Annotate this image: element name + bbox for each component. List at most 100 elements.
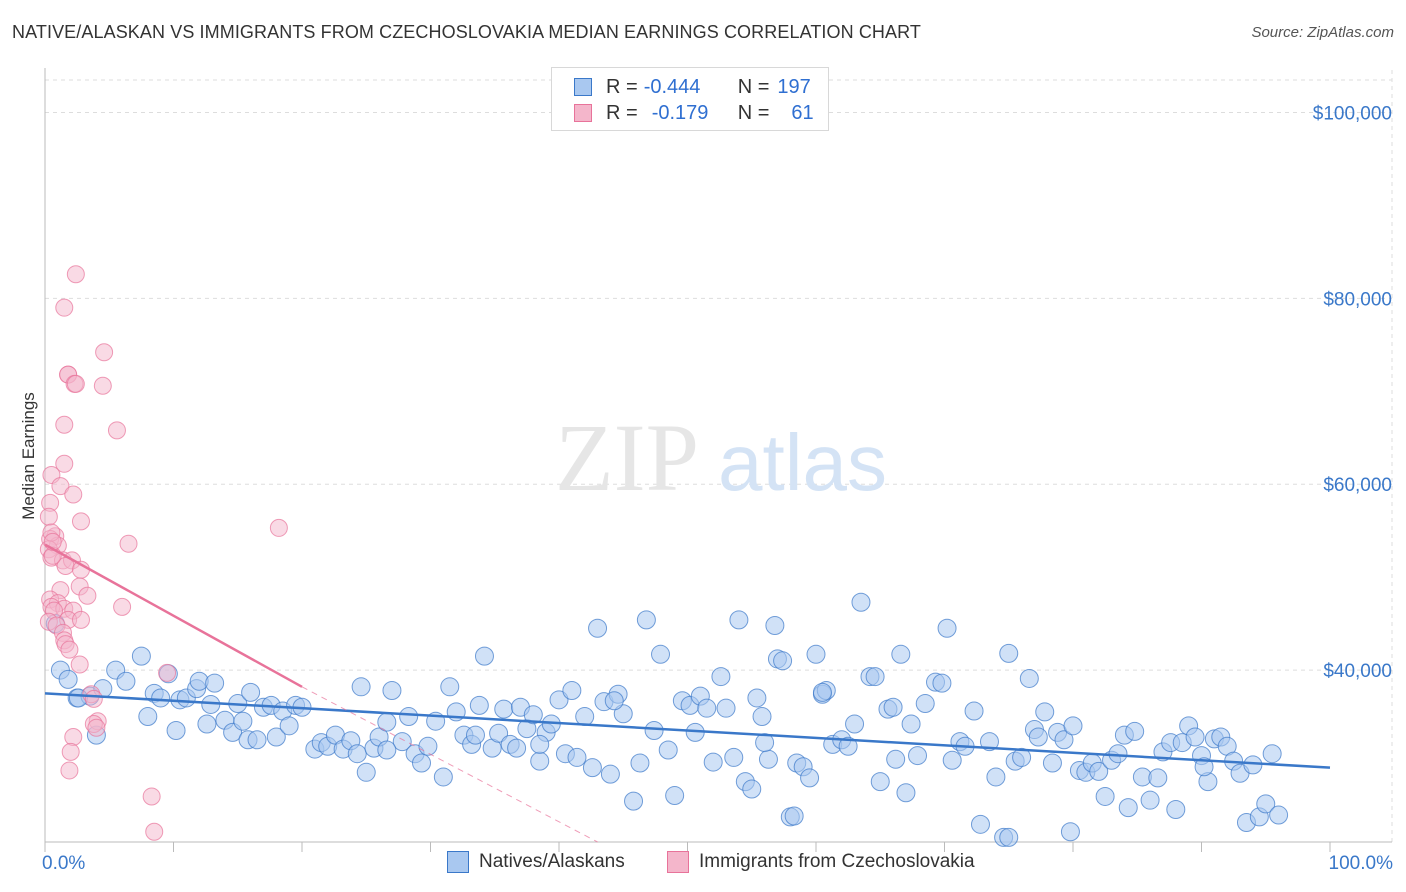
- native-point: [1269, 805, 1289, 825]
- native-point: [116, 671, 136, 691]
- czech-point: [113, 597, 132, 616]
- native-point: [356, 762, 376, 782]
- czech-point: [95, 343, 114, 362]
- y-tick-label: $60,000: [1323, 475, 1392, 496]
- czech-point: [64, 485, 83, 504]
- bottom-legend-czech: Immigrants from Czechoslovakia: [667, 851, 975, 873]
- native-point: [205, 673, 225, 693]
- native-point: [247, 730, 267, 750]
- native-point: [412, 753, 432, 773]
- native-point: [812, 682, 832, 702]
- native-point: [347, 744, 367, 764]
- legend-n-label: N =: [737, 75, 770, 98]
- bottom-legend-swatch-natives: [447, 851, 469, 873]
- native-point: [624, 791, 644, 811]
- native-point: [1028, 727, 1048, 747]
- watermark: ZIP atlas: [555, 404, 887, 511]
- native-point: [644, 720, 664, 740]
- native-point: [901, 714, 921, 734]
- x-tick-label-min: 0.0%: [42, 853, 85, 874]
- native-point: [382, 681, 402, 701]
- native-point: [1060, 822, 1080, 842]
- czech-point: [55, 415, 74, 434]
- czech-point: [158, 663, 177, 682]
- native-point: [870, 772, 890, 792]
- legend-n-label: N =: [737, 101, 770, 124]
- legend: R = -0.444 N = 197 R = -0.179 N = 61: [551, 67, 829, 131]
- native-point: [1118, 798, 1138, 818]
- native-point: [838, 736, 858, 756]
- native-point: [399, 707, 419, 727]
- native-point: [724, 747, 744, 767]
- native-point: [773, 651, 793, 671]
- native-point: [1054, 730, 1074, 750]
- legend-row-czech: R = -0.179 N = 61: [574, 101, 814, 125]
- native-point: [729, 610, 749, 630]
- czech-point: [78, 586, 97, 605]
- watermark-atlas: atlas: [718, 418, 887, 507]
- native-point: [932, 673, 952, 693]
- native-point: [1089, 761, 1109, 781]
- native-point: [999, 827, 1019, 847]
- native-point: [747, 688, 767, 708]
- native-point: [166, 720, 186, 740]
- native-point: [392, 732, 412, 752]
- native-point: [197, 714, 217, 734]
- czech-trend-line: [44, 543, 303, 688]
- native-point: [1166, 799, 1186, 819]
- czech-point: [142, 787, 161, 806]
- native-point: [469, 695, 489, 715]
- czech-point: [60, 761, 79, 780]
- native-point: [1256, 794, 1276, 814]
- czech-point: [70, 655, 89, 674]
- native-point: [758, 749, 778, 769]
- native-point: [915, 694, 935, 714]
- legend-n-value: 61: [791, 101, 814, 124]
- legend-swatch-czech: [574, 104, 592, 122]
- native-point: [418, 736, 438, 756]
- chart-source: Source: ZipAtlas.com: [1251, 24, 1394, 41]
- czech-point: [66, 265, 85, 284]
- native-point: [845, 714, 865, 734]
- native-point: [489, 723, 509, 743]
- native-point: [1262, 744, 1282, 764]
- points-layer: [39, 265, 1289, 847]
- native-point: [604, 691, 624, 711]
- native-point: [1042, 753, 1062, 773]
- native-point: [896, 783, 916, 803]
- native-point: [233, 711, 253, 731]
- native-point: [630, 753, 650, 773]
- native-point: [474, 646, 494, 666]
- y-axis-label: Median Earnings: [19, 392, 38, 520]
- legend-swatch-natives: [574, 78, 592, 96]
- czech-point: [145, 822, 164, 841]
- native-point: [742, 779, 762, 799]
- native-point: [562, 681, 582, 701]
- czech-point: [39, 507, 58, 526]
- legend-row-natives: R = -0.444 N = 197: [574, 75, 811, 99]
- native-point: [1125, 721, 1145, 741]
- native-point: [588, 618, 608, 638]
- legend-n-value: 197: [777, 75, 811, 98]
- native-point: [703, 752, 723, 772]
- native-point: [1185, 727, 1205, 747]
- y-tick-label: $80,000: [1323, 289, 1392, 310]
- czech-point: [71, 512, 90, 531]
- y-tick-label: $100,000: [1313, 104, 1392, 125]
- bottom-legend-natives: Natives/Alaskans: [447, 851, 625, 873]
- czech-point: [66, 374, 85, 393]
- native-point: [755, 733, 775, 753]
- native-trend-line: [44, 692, 1331, 769]
- native-point: [600, 764, 620, 784]
- native-point: [1012, 747, 1032, 767]
- native-point: [979, 732, 999, 752]
- trend-layer: [44, 543, 1331, 843]
- czech-point: [87, 718, 106, 737]
- native-point: [1095, 786, 1115, 806]
- native-point: [530, 751, 550, 771]
- native-point: [636, 610, 656, 630]
- native-point: [806, 644, 826, 664]
- native-point: [891, 644, 911, 664]
- native-point: [266, 727, 286, 747]
